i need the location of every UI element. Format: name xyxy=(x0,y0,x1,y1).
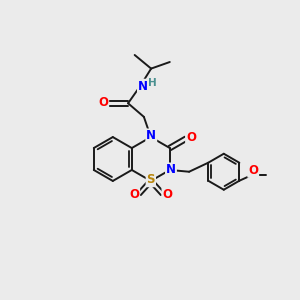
Text: S: S xyxy=(147,173,155,186)
Text: N: N xyxy=(166,164,176,176)
Text: N: N xyxy=(138,80,148,93)
Text: O: O xyxy=(129,188,139,201)
Text: O: O xyxy=(98,96,108,109)
Text: H: H xyxy=(148,78,157,88)
Text: O: O xyxy=(162,188,172,201)
Text: O: O xyxy=(248,164,258,177)
Text: O: O xyxy=(186,131,196,144)
Text: N: N xyxy=(146,129,156,142)
